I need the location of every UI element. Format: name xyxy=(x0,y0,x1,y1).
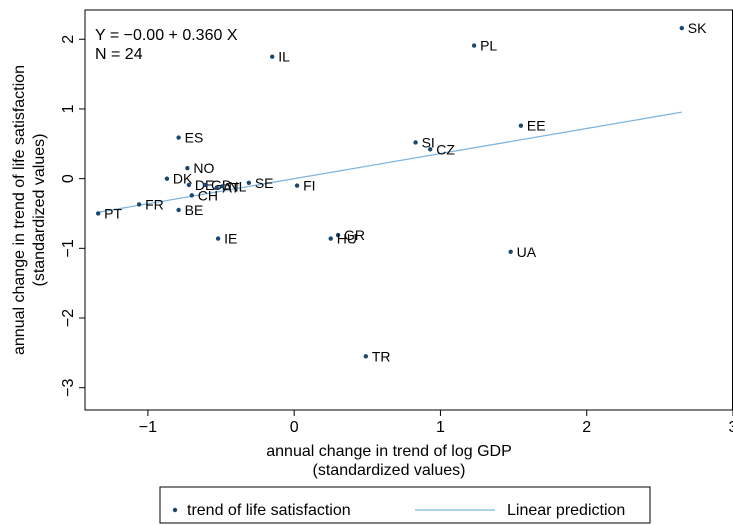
data-point-tr xyxy=(363,354,369,359)
point-label-dk: DK xyxy=(173,171,193,187)
point-label-tr: TR xyxy=(372,348,391,364)
point-label-pl: PL xyxy=(480,38,497,54)
data-point-fr xyxy=(136,202,142,207)
point-label-ie: IE xyxy=(224,231,237,247)
point-label-pt: PT xyxy=(104,205,122,221)
point-label-fr: FR xyxy=(145,196,164,212)
point-label-at: AT xyxy=(223,180,240,196)
data-point-si xyxy=(413,140,418,145)
data-point-gb xyxy=(202,182,208,188)
legend-marker-scatter xyxy=(172,507,178,513)
x-axis: −1 0 1 2 3 xyxy=(139,410,733,436)
data-point-at xyxy=(214,185,219,190)
point-label-ua: UA xyxy=(517,244,537,260)
data-point-ie xyxy=(215,236,221,241)
point-label-be: BE xyxy=(185,202,204,218)
data-point-be xyxy=(176,207,181,213)
x-tick-label: −1 xyxy=(139,419,157,436)
data-point-sk xyxy=(679,25,685,31)
x-axis-title-line-2: (standardized values) xyxy=(313,462,466,479)
point-label-fi: FI xyxy=(303,178,315,194)
linear-prediction-line xyxy=(98,111,682,213)
y-tick-label: −3 xyxy=(60,378,77,396)
point-label-il: IL xyxy=(278,49,290,65)
y-axis-title-line-2: (standardized values) xyxy=(31,134,48,287)
data-point-no xyxy=(185,165,190,171)
legend-box xyxy=(159,486,651,524)
point-label-nl: NL xyxy=(228,178,246,194)
point-label-no: NO xyxy=(193,160,214,176)
regression-annotation: Y = −0.00 + 0.360 X N = 24 xyxy=(95,27,238,63)
regression-equation: Y = −0.00 + 0.360 X xyxy=(95,27,238,44)
data-point-se xyxy=(246,180,252,186)
data-point-de xyxy=(186,182,192,188)
x-tick-label: 0 xyxy=(290,419,299,436)
point-label-se: SE xyxy=(255,175,274,191)
data-point-gr xyxy=(335,232,341,238)
point-label-es: ES xyxy=(185,130,204,146)
x-tick-label: 1 xyxy=(436,419,445,436)
point-label-ee: EE xyxy=(527,118,546,134)
legend-label-scatter: trend of life satisfaction xyxy=(187,502,351,519)
data-point-fi xyxy=(294,183,300,188)
point-label-gr: GR xyxy=(344,227,365,243)
y-tick-label: −2 xyxy=(60,309,77,327)
data-point-cz xyxy=(428,147,433,152)
y-axis-title-line-1: annual change in trend of life satisfact… xyxy=(11,65,28,355)
y-tick-label: 1 xyxy=(60,104,77,113)
data-point-es xyxy=(176,135,181,140)
linear-prediction-layer xyxy=(98,111,682,213)
data-point-dk xyxy=(164,176,170,181)
scatter-points-layer: SKPLILEEESSICZNODKDEGBATNLSEFICHFRBEPTIE… xyxy=(95,20,707,364)
point-label-ch: CH xyxy=(198,187,218,203)
y-tick-label: 2 xyxy=(60,35,77,44)
legend-label-line: Linear prediction xyxy=(507,502,625,519)
data-point-nl xyxy=(220,184,225,189)
legend: trend of life satisfaction Linear predic… xyxy=(159,486,651,524)
y-axis-title: annual change in trend of life satisfact… xyxy=(11,65,48,355)
point-label-hu: HU xyxy=(337,231,357,247)
point-label-sk: SK xyxy=(688,20,707,36)
y-tick-label: −1 xyxy=(60,239,77,257)
point-label-cz: CZ xyxy=(436,141,455,157)
data-point-ch xyxy=(189,193,194,198)
y-tick-label: 0 xyxy=(60,174,77,183)
x-axis-title: annual change in trend of log GDP (stand… xyxy=(266,443,512,479)
x-tick-label: 2 xyxy=(582,419,591,436)
data-point-ua xyxy=(508,249,513,255)
data-point-pt xyxy=(95,211,101,216)
x-axis-title-line-1: annual change in trend of log GDP xyxy=(266,443,512,460)
data-point-pl xyxy=(471,43,477,48)
x-tick-label: 3 xyxy=(729,419,733,436)
data-point-hu xyxy=(328,236,333,241)
data-point-ee xyxy=(518,123,524,128)
point-label-si: SI xyxy=(422,134,435,150)
sample-size: N = 24 xyxy=(95,46,143,63)
data-point-il xyxy=(270,54,275,59)
y-axis: −3 −2 −1 0 1 2 xyxy=(60,35,85,397)
